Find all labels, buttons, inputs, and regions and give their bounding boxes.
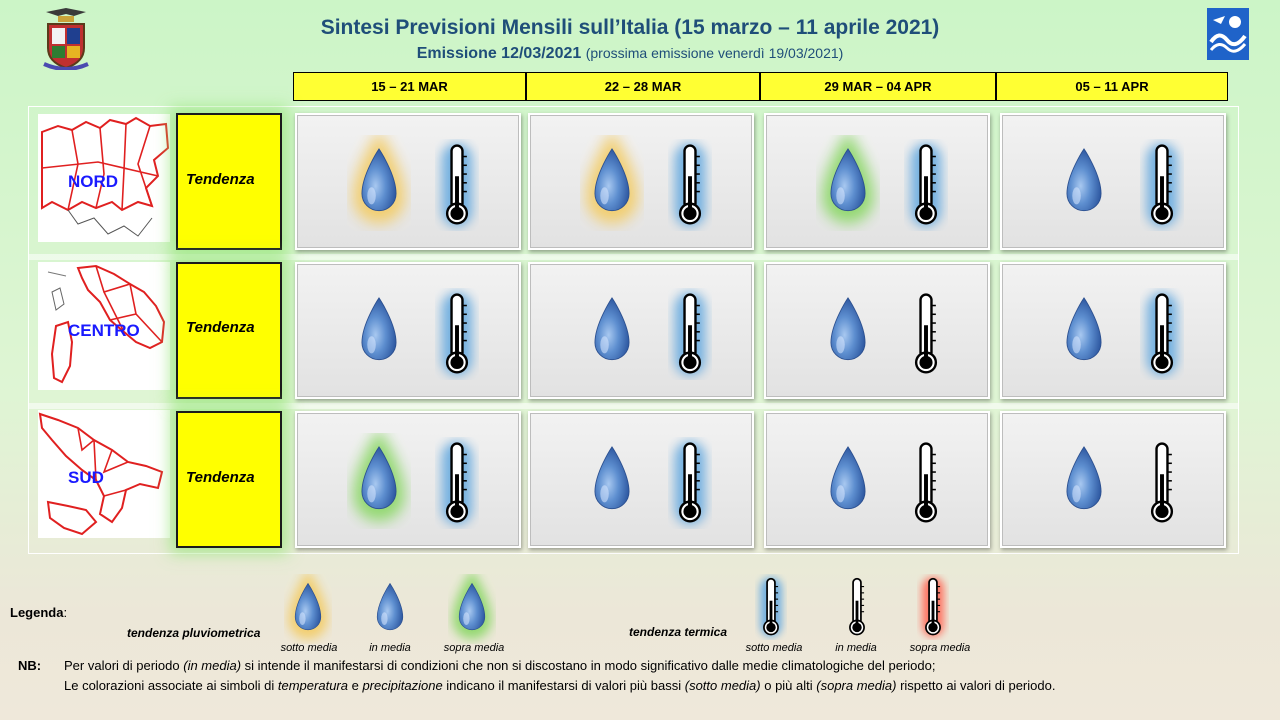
forecast-cell	[764, 113, 990, 250]
rain-drop-icon	[284, 570, 332, 649]
tendenza-box-sud: Tendenza	[176, 411, 282, 548]
rain-drop-icon	[366, 574, 414, 649]
forecast-cell	[528, 411, 754, 548]
rain-drop-icon	[816, 433, 880, 534]
forecast-cell	[528, 262, 754, 399]
nb-label: NB:	[18, 658, 42, 673]
nb-text-italic: temperatura	[277, 678, 348, 693]
tendenza-label: Tendenza	[186, 319, 255, 336]
thermometer-icon	[668, 437, 712, 534]
rain-drop-icon	[347, 429, 411, 534]
tendenza-label: Tendenza	[186, 171, 255, 188]
thermometer-icon	[904, 437, 948, 534]
forecast-cell	[295, 113, 521, 250]
legend-caption: sopra media	[909, 642, 971, 654]
legend-caption: in media	[369, 642, 411, 654]
emission-date: Emissione 12/03/2021	[416, 45, 582, 62]
map-centro: CENTRO	[38, 262, 170, 390]
next-emission-date: (prossima emissione venerdì 19/03/2021)	[585, 45, 844, 61]
rain-drop-icon	[580, 131, 644, 236]
forecast-cell	[295, 411, 521, 548]
legend-caption: sotto media	[745, 642, 803, 654]
legend-caption: sotto media	[280, 642, 338, 654]
thermometer-icon	[904, 288, 948, 385]
legend-label-text: Legenda	[10, 605, 64, 620]
thermometer-icon	[904, 139, 948, 236]
nb-text-italic: (in media)	[183, 658, 242, 673]
tendenza-label: Tendenza	[186, 469, 255, 486]
nb-text: Per valori di periodo	[64, 658, 184, 673]
week-header-4: 05 – 11 APR	[996, 72, 1228, 101]
nb-text-italic: (sopra media)	[816, 678, 897, 693]
rain-drop-icon	[347, 284, 411, 385]
nb-text: indicano il manifestarsi di valori più b…	[442, 678, 685, 693]
legend-colon: :	[63, 605, 68, 620]
nb-text: Le colorazioni associate ai simboli di	[64, 678, 278, 693]
week-header-1: 15 – 21 MAR	[293, 72, 526, 101]
thermometer-icon	[917, 574, 949, 645]
nb-line-1: Per valori di periodo (in media) si inte…	[64, 658, 935, 673]
rain-drop-icon	[816, 284, 880, 385]
rain-drop-icon	[580, 284, 644, 385]
row-divider	[28, 403, 1239, 409]
thermometer-icon	[1140, 139, 1184, 236]
forecast-cell	[528, 113, 754, 250]
thermometer-icon	[1140, 288, 1184, 385]
nb-text: o più alti	[760, 678, 817, 693]
rain-drop-icon	[347, 131, 411, 236]
forecast-cell	[1000, 113, 1226, 250]
logo-meteo-icon	[1207, 8, 1249, 60]
rain-drop-icon	[448, 570, 496, 649]
thermometer-icon	[435, 139, 479, 236]
thermometer-icon	[1140, 437, 1184, 534]
rain-drop-icon	[580, 433, 644, 534]
logo-emblem-icon	[40, 8, 92, 71]
week-header-2: 22 – 28 MAR	[526, 72, 760, 101]
page-subtitle: Emissione 12/03/2021 (prossima emissione…	[0, 45, 1260, 63]
legend-caption: in media	[835, 642, 877, 654]
region-label: CENTRO	[68, 321, 140, 340]
region-label: NORD	[68, 172, 119, 191]
page-title: Sintesi Previsioni Mensili sull’Italia (…	[320, 16, 940, 39]
rain-drop-icon	[1052, 135, 1116, 236]
forecast-cell	[764, 411, 990, 548]
forecast-cell	[1000, 411, 1226, 548]
nb-line-2: Le colorazioni associate ai simboli di t…	[64, 678, 1055, 693]
map-nord: NORD	[38, 114, 170, 242]
rain-drop-icon	[1052, 433, 1116, 534]
rain-drop-icon	[816, 131, 880, 236]
forecast-grid	[28, 106, 1239, 554]
thermometer-icon	[435, 437, 479, 534]
legend-caption: sopra media	[443, 642, 505, 654]
forecast-cell	[1000, 262, 1226, 399]
thermometer-icon	[668, 139, 712, 236]
nb-text: e	[347, 678, 363, 693]
nb-text: rispetto ai valori di periodo.	[896, 678, 1056, 693]
region-label: SUD	[68, 468, 104, 487]
rain-drop-icon	[1052, 284, 1116, 385]
tendenza-box-centro: Tendenza	[176, 262, 282, 399]
row-divider	[28, 254, 1239, 260]
legend-termica-label: tendenza termica	[629, 625, 728, 639]
nb-text-italic: (sotto media)	[684, 678, 761, 693]
map-sud: SUD	[38, 410, 170, 538]
tendenza-box-nord: Tendenza	[176, 113, 282, 250]
nb-text: si intende il manifestarsi di condizioni…	[241, 658, 936, 673]
legend-title: Legenda:	[10, 605, 67, 620]
thermometer-icon	[755, 574, 787, 645]
thermometer-icon	[435, 288, 479, 385]
legend-pluvio-label: tendenza pluviometrica	[127, 626, 261, 640]
forecast-cell	[764, 262, 990, 399]
week-header-3: 29 MAR – 04 APR	[760, 72, 996, 101]
forecast-cell	[295, 262, 521, 399]
thermometer-icon	[841, 574, 873, 645]
thermometer-icon	[668, 288, 712, 385]
nb-text-italic: precipitazione	[362, 678, 443, 693]
